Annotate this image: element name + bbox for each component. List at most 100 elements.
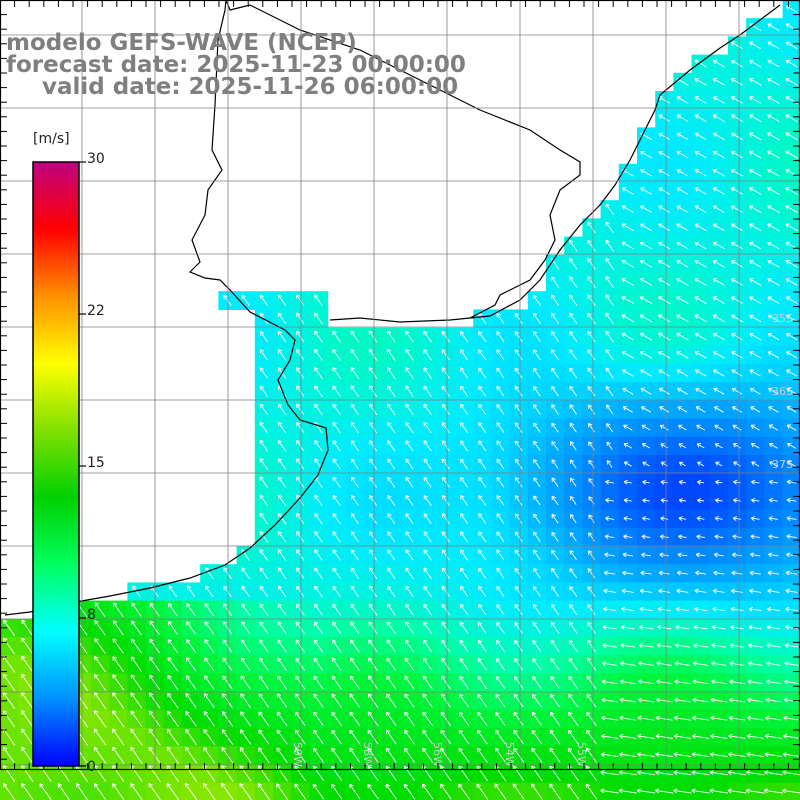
speed-cell	[782, 200, 800, 219]
wind-arrow	[712, 132, 725, 141]
wind-arrow	[532, 349, 541, 361]
wind-arrow	[673, 715, 691, 721]
wind-arrow	[658, 169, 671, 177]
wind-arrow	[404, 639, 415, 653]
wind-arrow	[349, 729, 361, 745]
wind-arrow	[676, 588, 689, 594]
wind-arrow	[405, 513, 414, 525]
wind-arrow	[658, 351, 671, 359]
wind-arrow	[678, 479, 686, 485]
wind-arrow	[440, 693, 451, 708]
wind-arrow	[203, 693, 215, 709]
speed-cell	[327, 782, 347, 800]
speed-cell	[200, 782, 219, 800]
wind-arrow	[569, 330, 578, 343]
wind-arrow	[167, 602, 178, 617]
wind-arrow	[93, 764, 107, 782]
wind-arrow	[730, 78, 744, 86]
wind-arrow	[730, 169, 744, 177]
wind-arrow	[696, 424, 706, 431]
wind-arrow	[185, 675, 197, 690]
wind-arrow	[568, 693, 579, 708]
wind-arrow	[730, 260, 744, 268]
wind-arrow	[21, 637, 34, 655]
wind-arrow	[733, 461, 741, 467]
wind-arrow	[277, 639, 287, 653]
wind-arrow	[714, 443, 723, 449]
wind-arrow	[423, 567, 432, 579]
wind-arrow	[369, 494, 378, 506]
wind-arrow	[749, 96, 762, 104]
wind-arrow	[750, 552, 761, 558]
wind-arrow	[112, 710, 125, 728]
wind-arrow	[460, 458, 469, 470]
wind-arrow	[655, 788, 674, 794]
wind-arrow	[732, 424, 742, 431]
wind-arrow	[441, 639, 451, 653]
wind-arrow	[184, 746, 198, 764]
wind-arrow	[204, 621, 215, 635]
wind-arrow	[277, 675, 288, 690]
speed-cell	[127, 782, 147, 800]
wind-arrow	[786, 351, 798, 359]
wind-arrow	[205, 585, 214, 598]
wind-arrow	[277, 567, 287, 580]
wind-arrow	[367, 747, 379, 763]
wind-arrow	[258, 693, 270, 708]
wind-arrow	[600, 733, 619, 739]
wind-arrow	[551, 477, 559, 487]
wind-arrow	[476, 783, 489, 800]
wind-arrow	[423, 348, 432, 361]
wind-arrow	[697, 498, 705, 503]
wind-arrow	[350, 585, 360, 598]
wind-arrow	[587, 603, 596, 616]
wind-arrow	[332, 403, 341, 416]
wind-arrow	[695, 570, 707, 576]
colorbar-tick-label: 0	[87, 759, 96, 775]
wind-arrow	[533, 495, 541, 506]
wind-arrow	[385, 729, 397, 745]
wind-arrow	[769, 461, 778, 467]
wind-arrow	[587, 568, 596, 579]
wind-arrow	[712, 187, 725, 195]
wind-arrow	[694, 259, 707, 268]
wind-arrow	[586, 729, 597, 745]
wind-arrow	[294, 729, 306, 745]
wind-arrow	[277, 330, 287, 343]
wind-arrow	[712, 351, 725, 359]
wind-arrow	[569, 312, 578, 325]
wind-arrow	[240, 711, 252, 727]
wind-arrow	[294, 711, 306, 727]
wind-arrow	[259, 530, 269, 543]
wind-arrow	[605, 479, 614, 485]
wind-arrow	[569, 294, 578, 306]
wind-arrow	[637, 715, 655, 721]
wind-arrow	[350, 403, 360, 416]
wind-arrow	[569, 568, 578, 579]
wind-arrow	[313, 675, 324, 690]
wind-arrow	[277, 439, 287, 452]
wind-arrow	[621, 223, 634, 232]
wind-arrow	[532, 567, 541, 579]
wind-arrow	[710, 679, 727, 685]
wind-arrow	[513, 711, 524, 726]
wind-arrow	[367, 675, 379, 690]
wind-arrow	[605, 516, 615, 521]
wind-arrow	[551, 513, 559, 524]
speed-cell	[182, 782, 201, 800]
wind-arrow	[405, 403, 414, 416]
wind-arrow	[349, 711, 361, 727]
wind-arrow	[550, 675, 560, 689]
wind-arrow	[748, 643, 763, 648]
wind-arrow	[405, 440, 414, 452]
wind-arrow	[694, 132, 707, 141]
wind-arrow	[296, 312, 305, 325]
wind-arrow	[440, 729, 452, 745]
wind-arrow	[637, 697, 655, 703]
wind-arrow	[405, 348, 414, 361]
wind-arrow	[731, 332, 743, 341]
wind-arrow	[587, 294, 596, 307]
wind-arrow	[458, 783, 470, 800]
wind-arrow	[568, 639, 578, 653]
wind-arrow	[729, 679, 745, 685]
